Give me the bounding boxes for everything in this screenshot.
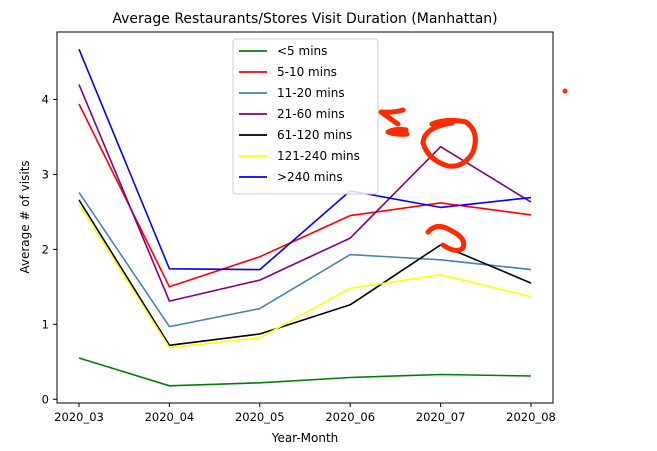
series-line-3 bbox=[78, 84, 532, 302]
y-tick-label: 4 bbox=[42, 92, 49, 106]
legend-label: 121-240 mins bbox=[277, 149, 360, 163]
annotation-stroke bbox=[420, 117, 478, 169]
series-line-5 bbox=[78, 203, 532, 349]
annotation-stroke bbox=[425, 224, 467, 253]
annotation-stroke bbox=[385, 126, 410, 137]
annotation-stroke bbox=[378, 107, 406, 127]
legend-box bbox=[232, 38, 379, 195]
legend-label: >240 mins bbox=[277, 170, 343, 184]
series-line-1 bbox=[78, 103, 532, 288]
x-tick-label: 2020_08 bbox=[506, 410, 556, 424]
x-tick-label: 2020_04 bbox=[145, 410, 195, 424]
series-line-6 bbox=[78, 48, 532, 271]
x-tick-label: 2020_06 bbox=[325, 410, 375, 424]
series-line-4 bbox=[78, 199, 532, 347]
x-tick-label: 2020_03 bbox=[54, 410, 104, 424]
axis-ticks: 2020_03 2020_04 2020_05 2020_06 2020_07 2020_… bbox=[42, 92, 556, 424]
legend-label: 5-10 mins bbox=[277, 65, 337, 79]
x-tick-label: 2020_07 bbox=[416, 410, 466, 424]
y-tick-label: 2 bbox=[42, 242, 49, 256]
y-tick-label: 0 bbox=[42, 392, 49, 406]
chart-title: Average Restaurants/Stores Visit Duratio… bbox=[112, 11, 497, 27]
legend-label: 11-20 mins bbox=[277, 86, 345, 100]
series-line-0 bbox=[78, 357, 532, 387]
hand-drawn-annotations bbox=[378, 88, 568, 253]
legend: <5 mins 5-10 mins 11-20 mins 21-60 mins 61-1… bbox=[232, 38, 379, 195]
legend-label: 21-60 mins bbox=[277, 107, 345, 121]
legend-label: <5 mins bbox=[277, 44, 327, 58]
x-axis-label: Year-Month bbox=[271, 431, 339, 445]
legend-label: 61-120 mins bbox=[277, 128, 352, 142]
x-tick-label: 2020_05 bbox=[235, 410, 285, 424]
y-tick-label: 3 bbox=[42, 167, 49, 181]
y-tick-label: 1 bbox=[42, 317, 49, 331]
series-line-2 bbox=[78, 191, 532, 328]
annotation-dot bbox=[562, 88, 568, 94]
plot-frame bbox=[56, 31, 554, 404]
y-axis-label: Average # of visits bbox=[18, 160, 32, 273]
